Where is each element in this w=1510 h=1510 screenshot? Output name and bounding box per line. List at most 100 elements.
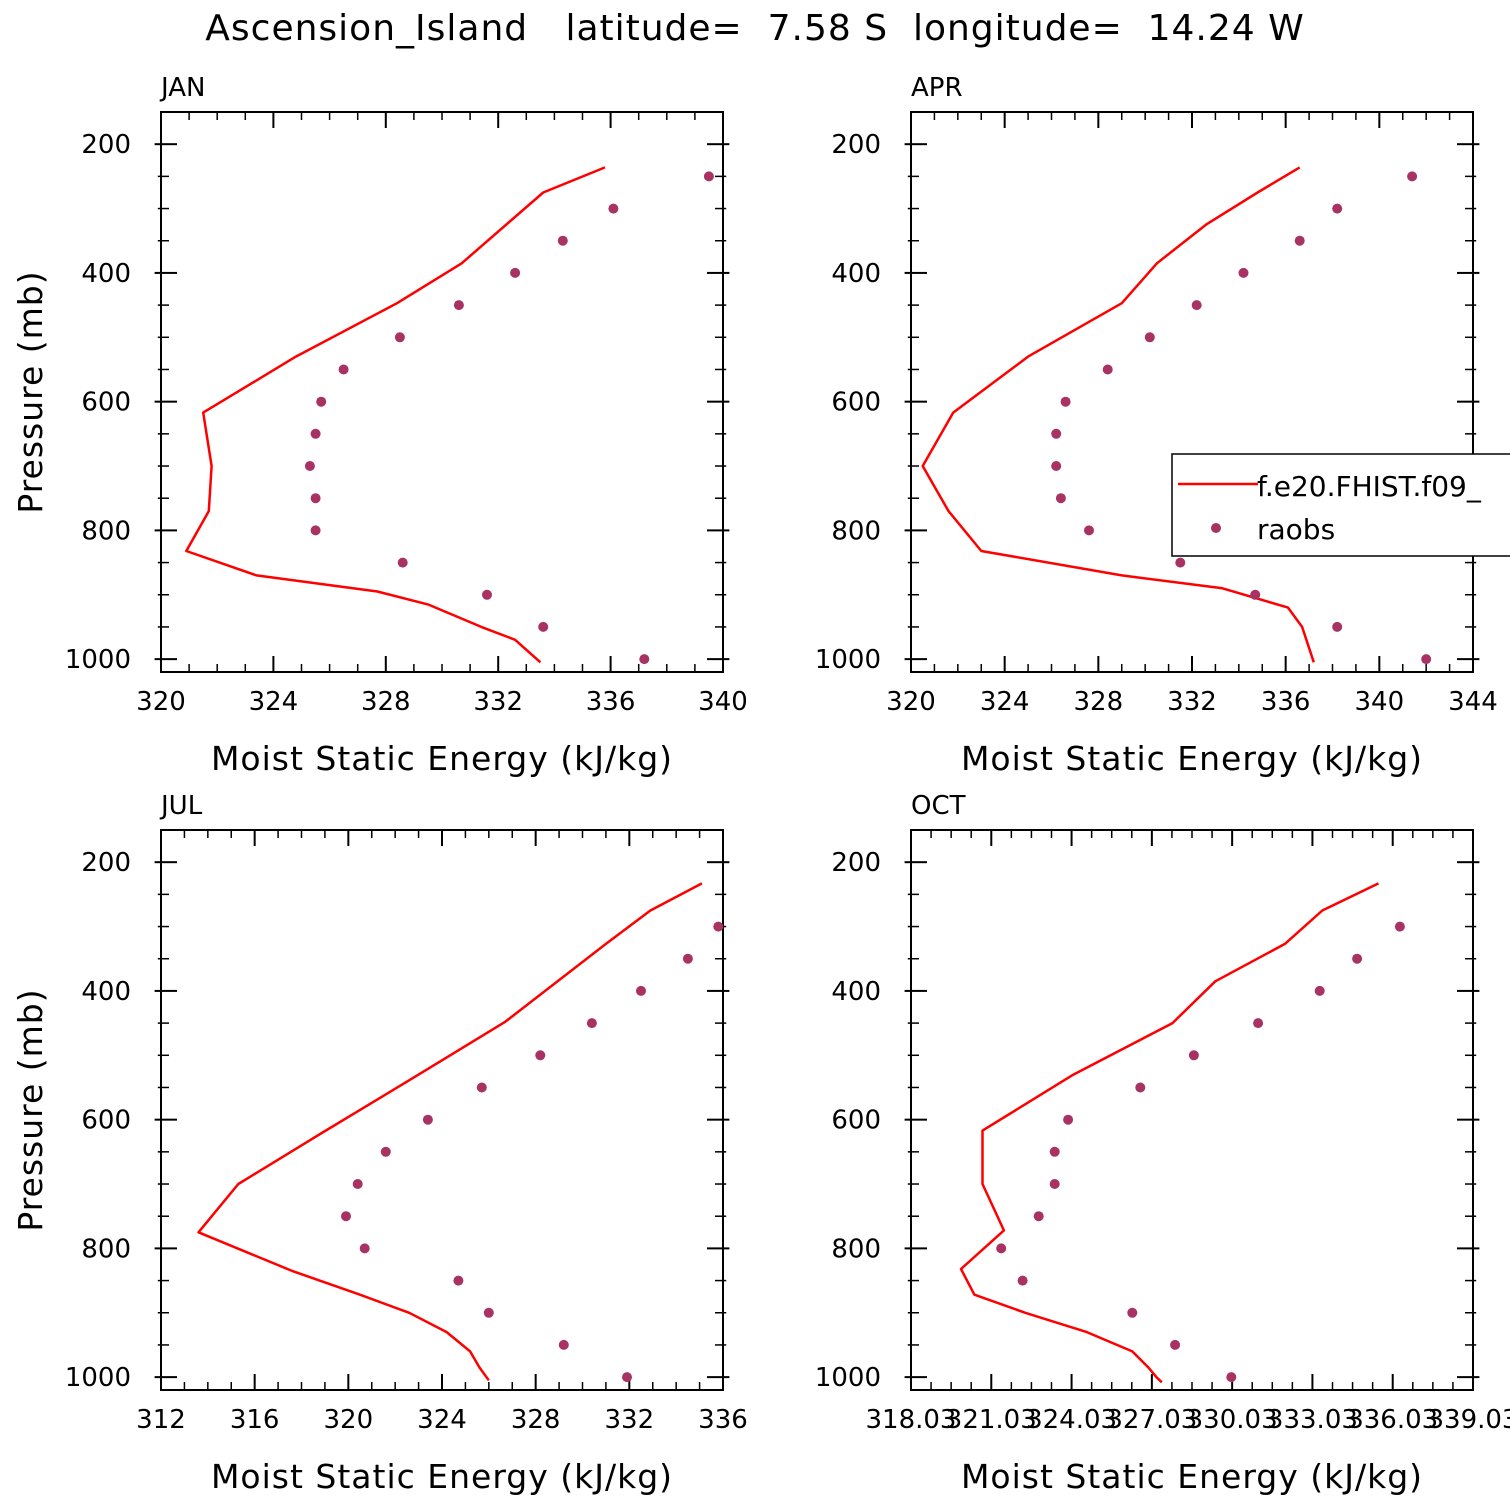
obs-point	[1049, 1146, 1060, 1157]
y-tick-label: 400	[831, 259, 881, 289]
x-tick-label: 318.03	[866, 1405, 957, 1435]
y-tick-label: 1000	[815, 1363, 881, 1393]
y-tick-label: 200	[831, 848, 881, 878]
obs-point	[703, 171, 714, 182]
x-tick-label: 324	[249, 687, 299, 717]
x-axis-label: Moist Static Energy (kJ/kg)	[211, 1457, 673, 1496]
x-axis-label: Moist Static Energy (kJ/kg)	[961, 739, 1423, 778]
obs-point	[1253, 1018, 1264, 1029]
x-tick-label: 312	[136, 1405, 186, 1435]
x-axis-label: Moist Static Energy (kJ/kg)	[961, 1457, 1423, 1496]
obs-point	[996, 1243, 1007, 1254]
x-axis-label: Moist Static Energy (kJ/kg)	[211, 739, 673, 778]
x-tick-label: 344	[1448, 687, 1498, 717]
obs-point	[639, 654, 650, 665]
obs-point	[1238, 267, 1249, 278]
obs-point	[1407, 171, 1418, 182]
obs-point	[1332, 621, 1343, 632]
obs-point	[1294, 235, 1305, 246]
obs-point	[483, 1307, 494, 1318]
obs-point	[1332, 203, 1343, 214]
x-tick-label: 324.03	[1026, 1405, 1117, 1435]
x-tick-label: 328	[511, 1405, 561, 1435]
obs-point	[1250, 589, 1261, 600]
obs-point	[316, 396, 327, 407]
x-tick-label: 328	[1074, 687, 1124, 717]
x-tick-label: 320	[136, 687, 186, 717]
obs-point	[622, 1372, 632, 1383]
legend-obs-marker	[1211, 523, 1221, 533]
x-tick-label: 330.03	[1187, 1405, 1278, 1435]
obs-point	[1060, 396, 1071, 407]
model-line	[921, 166, 1315, 663]
obs-point	[476, 1082, 487, 1093]
y-tick-label: 400	[81, 977, 131, 1007]
panel-jul: 312 316 320 324 328 332 336 200 400 600 800 1000 JUL…	[11, 791, 748, 1496]
obs-point	[310, 525, 321, 536]
obs-point	[636, 985, 646, 996]
obs-point	[510, 267, 521, 278]
y-tick-label: 600	[831, 1106, 881, 1136]
x-tick-label: 336	[698, 1405, 748, 1435]
obs-point	[1394, 921, 1405, 932]
obs-point	[1051, 461, 1062, 471]
x-tick-label: 327.03	[1106, 1405, 1197, 1435]
obs-point	[1188, 1050, 1199, 1061]
x-tick-label: 336	[1261, 687, 1311, 717]
y-tick-label: 1000	[815, 645, 881, 675]
obs-point	[1226, 1372, 1237, 1383]
plot-frame	[910, 111, 1474, 673]
panel-label: JUL	[159, 791, 203, 821]
y-tick-label: 400	[81, 259, 131, 289]
x-tick-label: 333.03	[1267, 1405, 1358, 1435]
obs-point	[682, 953, 693, 964]
obs-point	[1127, 1307, 1138, 1318]
obs-point	[310, 428, 321, 439]
y-tick-label: 600	[831, 388, 881, 418]
y-tick-label: 600	[81, 1106, 131, 1136]
obs-point	[558, 1339, 569, 1350]
obs-point	[1063, 1114, 1074, 1125]
panel-apr: 320 324 328 332 336 340 344 200 400 600 800 1000 APR…	[815, 73, 1498, 778]
x-tick-label: 339.03	[1428, 1405, 1510, 1435]
obs-point	[394, 332, 405, 343]
x-tick-label: 336.03	[1347, 1405, 1438, 1435]
y-tick-label: 800	[831, 516, 881, 546]
obs-point	[341, 1211, 351, 1222]
obs-point	[310, 493, 321, 504]
x-tick-label: 332	[605, 1405, 655, 1435]
panel-label: OCT	[911, 791, 966, 821]
obs-point	[1055, 493, 1066, 504]
y-tick-label: 1000	[65, 1363, 131, 1393]
model-line	[185, 166, 606, 664]
x-tick-label: 336	[586, 687, 636, 717]
y-tick-label: 200	[81, 130, 131, 160]
legend-model-label: f.e20.FHIST.f09_	[1257, 470, 1482, 503]
y-tick-label: 400	[831, 977, 881, 1007]
obs-point	[380, 1146, 391, 1157]
obs-point	[397, 557, 408, 568]
y-axis-label: Pressure (mb)	[11, 270, 50, 513]
obs-point	[1135, 1082, 1146, 1093]
x-tick-label: 332	[1167, 687, 1217, 717]
x-tick-label: 332	[473, 687, 523, 717]
y-tick-label: 1000	[65, 645, 131, 675]
x-tick-label: 340	[1355, 687, 1405, 717]
y-tick-label: 200	[81, 848, 131, 878]
obs-point	[557, 235, 568, 246]
panel-label: APR	[911, 73, 963, 103]
x-tick-label: 320	[324, 1405, 374, 1435]
obs-point	[1314, 985, 1325, 996]
obs-point	[1191, 300, 1202, 311]
obs-point	[1170, 1339, 1181, 1350]
plot-frame	[160, 829, 724, 1391]
legend-box	[1171, 453, 1510, 557]
x-tick-label: 320	[886, 687, 936, 717]
obs-point	[1033, 1211, 1044, 1222]
obs-point	[453, 1275, 464, 1286]
obs-point	[352, 1179, 363, 1189]
figure-title: Ascension_Island latitude= 7.58 S longit…	[205, 8, 1305, 49]
obs-point	[1017, 1275, 1028, 1286]
obs-point	[1144, 332, 1155, 343]
obs-point	[1421, 654, 1432, 665]
